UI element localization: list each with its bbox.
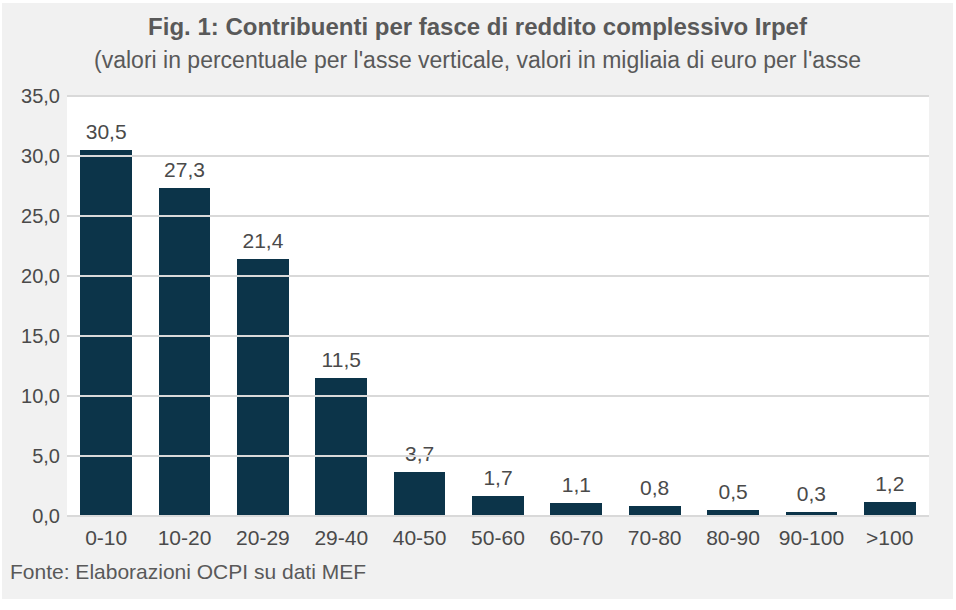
x-tick-label: 20-29	[224, 524, 302, 552]
x-tick-label: 90-100	[772, 524, 850, 552]
y-tick-label: 0,0	[2, 504, 60, 528]
x-tick-label: 29-40	[302, 524, 380, 552]
source-note: Fonte: Elaborazioni OCPI su dati MEF	[10, 560, 366, 584]
bar-category: 0,5	[694, 96, 772, 516]
y-axis: 0,05,010,015,020,025,030,035,0	[2, 96, 60, 516]
x-tick-label: 0-10	[67, 524, 145, 552]
bar-category: 21,4	[224, 96, 302, 516]
bar-value-label: 1,2	[835, 471, 945, 497]
bar	[472, 496, 524, 516]
bar-category: 1,1	[537, 96, 615, 516]
chart-subtitle: (valori in percentuale per l'asse vertic…	[2, 45, 953, 75]
bar	[159, 188, 211, 516]
x-tick-label: >100	[851, 524, 929, 552]
x-tick-label: 70-80	[616, 524, 694, 552]
bar	[237, 259, 289, 516]
bar-series: 30,527,321,411,53,71,71,10,80,50,31,2	[67, 96, 929, 516]
chart-figure: Fig. 1: Contribuenti per fasce di reddit…	[2, 3, 953, 599]
x-tick-label: 10-20	[145, 524, 223, 552]
x-tick-label: 60-70	[537, 524, 615, 552]
y-tick-label: 35,0	[2, 84, 60, 108]
bar-category: 0,3	[772, 96, 850, 516]
x-tick-label: 80-90	[694, 524, 772, 552]
y-tick-label: 10,0	[2, 384, 60, 408]
chart-title: Fig. 1: Contribuenti per fasce di reddit…	[2, 10, 953, 43]
bar-category: 1,2	[851, 96, 929, 516]
y-tick-label: 15,0	[2, 324, 60, 348]
y-tick-label: 5,0	[2, 444, 60, 468]
x-tick-label: 40-50	[380, 524, 458, 552]
bar-category: 3,7	[380, 96, 458, 516]
gridline	[67, 335, 929, 337]
y-tick-label: 25,0	[2, 204, 60, 228]
gridline	[67, 95, 929, 97]
gridline	[67, 215, 929, 217]
gridline	[67, 455, 929, 457]
gridline	[67, 155, 929, 157]
bar-category: 27,3	[145, 96, 223, 516]
gridline	[67, 275, 929, 277]
bar	[394, 472, 446, 516]
x-axis: 0-1010-2020-2929-4040-5050-6060-7070-808…	[67, 524, 929, 552]
plot-area: 30,527,321,411,53,71,71,10,80,50,31,2	[67, 96, 929, 516]
gridline	[67, 515, 929, 517]
bar-category: 0,8	[616, 96, 694, 516]
bar	[864, 502, 916, 516]
x-tick-label: 50-60	[459, 524, 537, 552]
y-tick-label: 30,0	[2, 144, 60, 168]
bar	[315, 378, 367, 516]
bar-category: 1,7	[459, 96, 537, 516]
y-tick-label: 20,0	[2, 264, 60, 288]
bar	[80, 150, 132, 516]
gridline	[67, 395, 929, 397]
